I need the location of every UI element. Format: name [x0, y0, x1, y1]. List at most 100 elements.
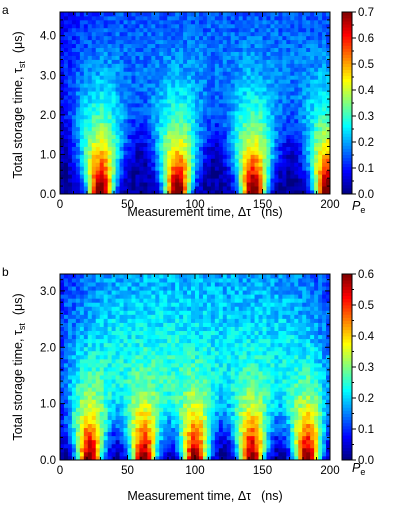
heatmap-cell — [306, 79, 311, 84]
heatmap-cell — [234, 399, 240, 404]
heatmap-cell — [310, 407, 315, 412]
heatmap-cell — [183, 150, 188, 155]
heatmap-cell — [238, 162, 244, 167]
heatmap-cell — [131, 435, 136, 441]
heatmap-cell — [171, 455, 176, 461]
heatmap-cell — [63, 118, 69, 124]
heatmap-cell — [198, 142, 204, 147]
heatmap-cell — [91, 43, 97, 49]
heatmap-cell — [191, 79, 196, 84]
heatmap-cell — [206, 63, 212, 68]
heatmap-cell — [127, 379, 132, 384]
heatmap-cell — [210, 63, 216, 68]
heatmap-cell — [183, 435, 188, 441]
heatmap-cell — [322, 182, 327, 187]
heatmap-cell — [103, 431, 109, 437]
heatmap-cell — [242, 110, 248, 116]
heatmap-cell — [71, 59, 77, 64]
heatmap-cell — [242, 39, 248, 45]
heatmap-cell — [99, 162, 105, 167]
heatmap-cell — [91, 362, 97, 368]
heatmap-cell — [151, 431, 156, 437]
heatmap-cell — [246, 118, 251, 124]
heatmap-cell — [250, 83, 255, 88]
heatmap-cell — [159, 67, 164, 72]
heatmap-cell — [298, 379, 303, 384]
heatmap-cell — [187, 43, 192, 49]
heatmap-cell — [135, 67, 140, 72]
heatmap-cell — [202, 134, 208, 140]
heatmap-cell — [71, 47, 77, 52]
heatmap-cell — [226, 138, 232, 143]
heatmap-cell — [75, 423, 81, 429]
heatmap-cell — [159, 43, 164, 49]
heatmap-cell — [294, 146, 299, 151]
heatmap-cell — [95, 431, 101, 437]
heatmap-cell — [171, 431, 176, 437]
heatmap-cell — [286, 118, 291, 124]
heatmap-cell — [262, 134, 267, 140]
heatmap-cell — [83, 174, 89, 179]
heatmap-cell — [314, 367, 319, 372]
heatmap-cell — [183, 19, 188, 25]
heatmap-cell — [155, 19, 160, 25]
heatmap-cell — [254, 55, 259, 60]
colorbar-segment — [342, 163, 352, 168]
heatmap-cell — [258, 451, 263, 457]
heatmap-cell — [87, 387, 93, 392]
heatmap-cell — [151, 118, 156, 124]
heatmap-cell — [167, 35, 172, 41]
heatmap-cell — [210, 83, 216, 88]
heatmap-cell — [310, 182, 315, 187]
heatmap-cell — [246, 39, 251, 45]
heatmap-cell — [60, 371, 65, 376]
heatmap-cell — [218, 170, 224, 175]
heatmap-cell — [326, 375, 331, 380]
heatmap-cell — [83, 126, 89, 132]
heatmap-cell — [75, 455, 81, 461]
heatmap-cell — [222, 158, 228, 163]
heatmap-cell — [139, 12, 144, 17]
heatmap-cell — [115, 114, 120, 120]
heatmap-cell — [103, 435, 109, 441]
heatmap-cell — [298, 190, 303, 195]
heatmap-cell — [151, 395, 156, 400]
heatmap-cell — [222, 423, 228, 429]
heatmap-cell — [278, 403, 283, 408]
heatmap-cell — [222, 134, 228, 140]
heatmap-cell — [210, 146, 216, 151]
heatmap-cell — [278, 142, 283, 147]
heatmap-cell — [71, 166, 77, 171]
heatmap-cell — [278, 455, 283, 461]
heatmap-cell — [266, 12, 271, 17]
heatmap-cell — [79, 75, 85, 80]
heatmap-cell — [206, 91, 212, 96]
heatmap-cell — [119, 27, 124, 33]
heatmap-cell — [258, 387, 263, 392]
heatmap-cell — [270, 174, 275, 179]
heatmap-cell — [71, 423, 77, 429]
heatmap-cell — [234, 379, 240, 384]
heatmap-cell — [127, 39, 132, 45]
heatmap-cell — [310, 423, 315, 429]
heatmap-cell — [171, 375, 176, 380]
heatmap-cell — [290, 19, 295, 25]
heatmap-cell — [191, 154, 196, 159]
heatmap-cell — [191, 367, 196, 372]
heatmap-cell — [290, 391, 295, 396]
heatmap-cell — [127, 170, 132, 175]
heatmap-cell — [103, 371, 109, 376]
heatmap-cell — [155, 158, 160, 163]
heatmap-cell — [60, 367, 65, 372]
heatmap-cell — [115, 43, 120, 49]
heatmap-cell — [95, 134, 101, 140]
heatmap-cell — [139, 375, 144, 380]
heatmap-cell — [314, 379, 319, 384]
heatmap-cell — [278, 67, 283, 72]
heatmap-cell — [202, 367, 208, 372]
heatmap-cell — [115, 138, 120, 143]
heatmap-cell — [151, 59, 156, 64]
heatmap-cell — [143, 126, 148, 132]
heatmap-cell — [87, 395, 93, 400]
heatmap-cell — [202, 39, 208, 45]
